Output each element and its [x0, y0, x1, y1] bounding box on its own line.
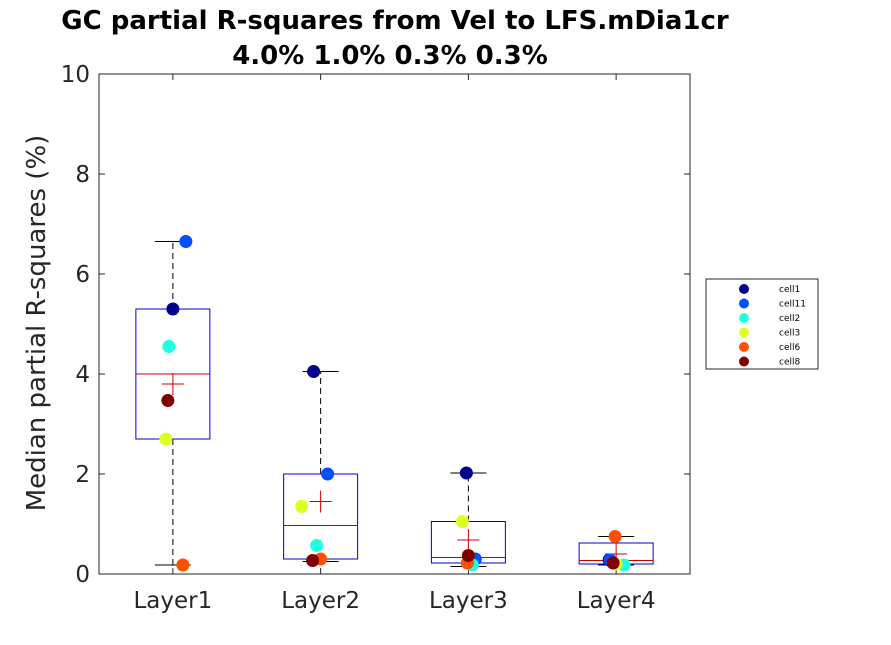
- legend-marker-cell1: [739, 284, 749, 294]
- chart-subtitle: 4.0% 1.0% 0.3% 0.3%: [232, 41, 548, 71]
- chart-title: GC partial R-squares from Vel to LFS.mDi…: [61, 6, 729, 36]
- y-tick-label: 8: [75, 162, 90, 188]
- point-cell3-layer1: [159, 432, 173, 446]
- x-tick-label: Layer3: [429, 588, 508, 614]
- legend-label-cell8: cell8: [779, 358, 800, 368]
- point-cell3-layer3: [455, 515, 469, 528]
- point-cell3-layer2: [295, 500, 309, 513]
- point-cell1-layer2: [307, 365, 321, 378]
- point-cell2-layer1: [162, 340, 176, 353]
- legend-label-cell2: cell2: [779, 314, 800, 324]
- legend-marker-cell6: [739, 342, 749, 352]
- x-tick-label: Layer1: [133, 588, 212, 614]
- point-cell2-layer2: [310, 539, 324, 552]
- legend-marker-cell2: [739, 313, 749, 323]
- y-axis-label: Median partial R-squares (%): [22, 135, 52, 512]
- legend-label-cell1: cell1: [779, 285, 800, 295]
- legend-marker-cell3: [739, 327, 749, 338]
- y-tick-label: 10: [61, 62, 90, 88]
- legend: cell1 cell11 cell2 cell3 cell6 cell8: [705, 278, 819, 370]
- point-cell8-layer1: [161, 394, 175, 407]
- legend-label-cell3: cell3: [779, 329, 800, 339]
- point-cell1-layer1: [166, 302, 180, 316]
- y-tick-label: 2: [75, 462, 90, 488]
- point-cell1-layer3: [459, 466, 473, 480]
- plot-area: [98, 73, 691, 575]
- y-tick-label: 0: [75, 562, 90, 588]
- point-cell8-layer3: [461, 549, 475, 562]
- point-cell11-layer1: [179, 235, 193, 248]
- data-points: [159, 235, 631, 572]
- legend-marker-cell8: [739, 356, 749, 367]
- y-tick-label: 4: [75, 362, 90, 388]
- y-tick-label: 6: [75, 262, 90, 288]
- legend-marker-cell11: [739, 298, 749, 309]
- point-cell6-layer1: [176, 558, 190, 572]
- point-cell8-layer4: [606, 556, 620, 570]
- y-axis: 0 2 4 6 8 10: [61, 62, 690, 588]
- x-tick-label: Layer2: [281, 588, 360, 614]
- x-axis: Layer1 Layer2 Layer3 Layer4: [133, 74, 656, 614]
- legend-label-cell11: cell11: [779, 300, 806, 310]
- point-cell11-layer2: [321, 467, 335, 481]
- point-cell8-layer2: [306, 554, 320, 567]
- x-tick-label: Layer4: [577, 588, 656, 614]
- point-cell6-layer4: [608, 530, 622, 543]
- legend-box: [705, 278, 819, 370]
- legend-label-cell6: cell6: [779, 343, 800, 353]
